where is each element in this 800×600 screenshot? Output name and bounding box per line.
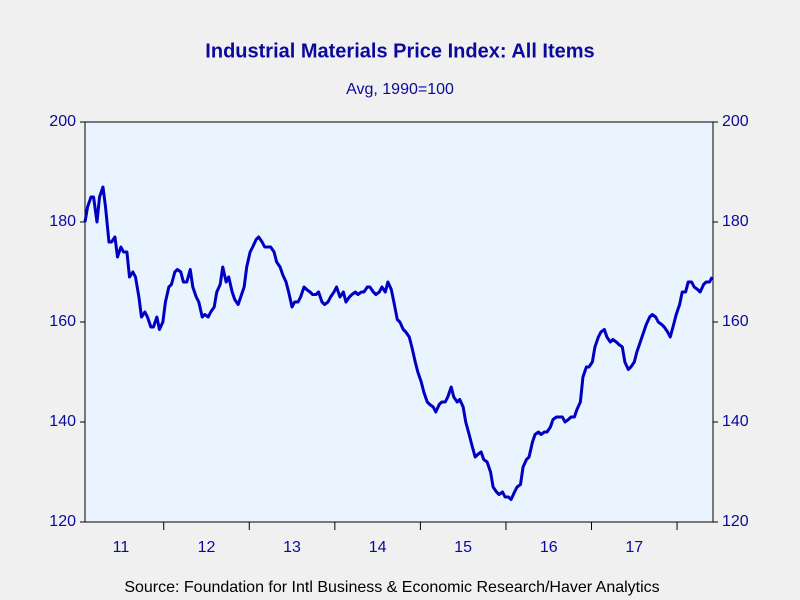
y-tick-label: 160 — [49, 313, 76, 330]
y2-tick-label: 200 — [722, 113, 749, 130]
y-tick-label: 200 — [49, 113, 76, 130]
y2-tick-label: 120 — [722, 513, 749, 530]
x-tick-label: 13 — [283, 539, 301, 556]
source-note: Source: Foundation for Intl Business & E… — [124, 579, 659, 596]
y-tick-label: 140 — [49, 413, 76, 430]
x-tick-label: 12 — [198, 539, 216, 556]
y-tick-label: 120 — [49, 513, 76, 530]
chart-subtitle: Avg, 1990=100 — [346, 81, 454, 98]
chart-title: Industrial Materials Price Index: All It… — [205, 40, 594, 62]
y-tick-label: 180 — [49, 213, 76, 230]
y2-tick-label: 140 — [722, 413, 749, 430]
x-tick-label: 14 — [369, 539, 387, 556]
x-tick-label: 11 — [113, 539, 130, 556]
y2-tick-label: 160 — [722, 313, 749, 330]
x-tick-label: 17 — [625, 539, 643, 556]
x-tick-label: 16 — [540, 539, 558, 556]
series-line — [83, 185, 714, 501]
y2-tick-label: 180 — [722, 213, 749, 230]
x-tick-label: 15 — [454, 539, 472, 556]
